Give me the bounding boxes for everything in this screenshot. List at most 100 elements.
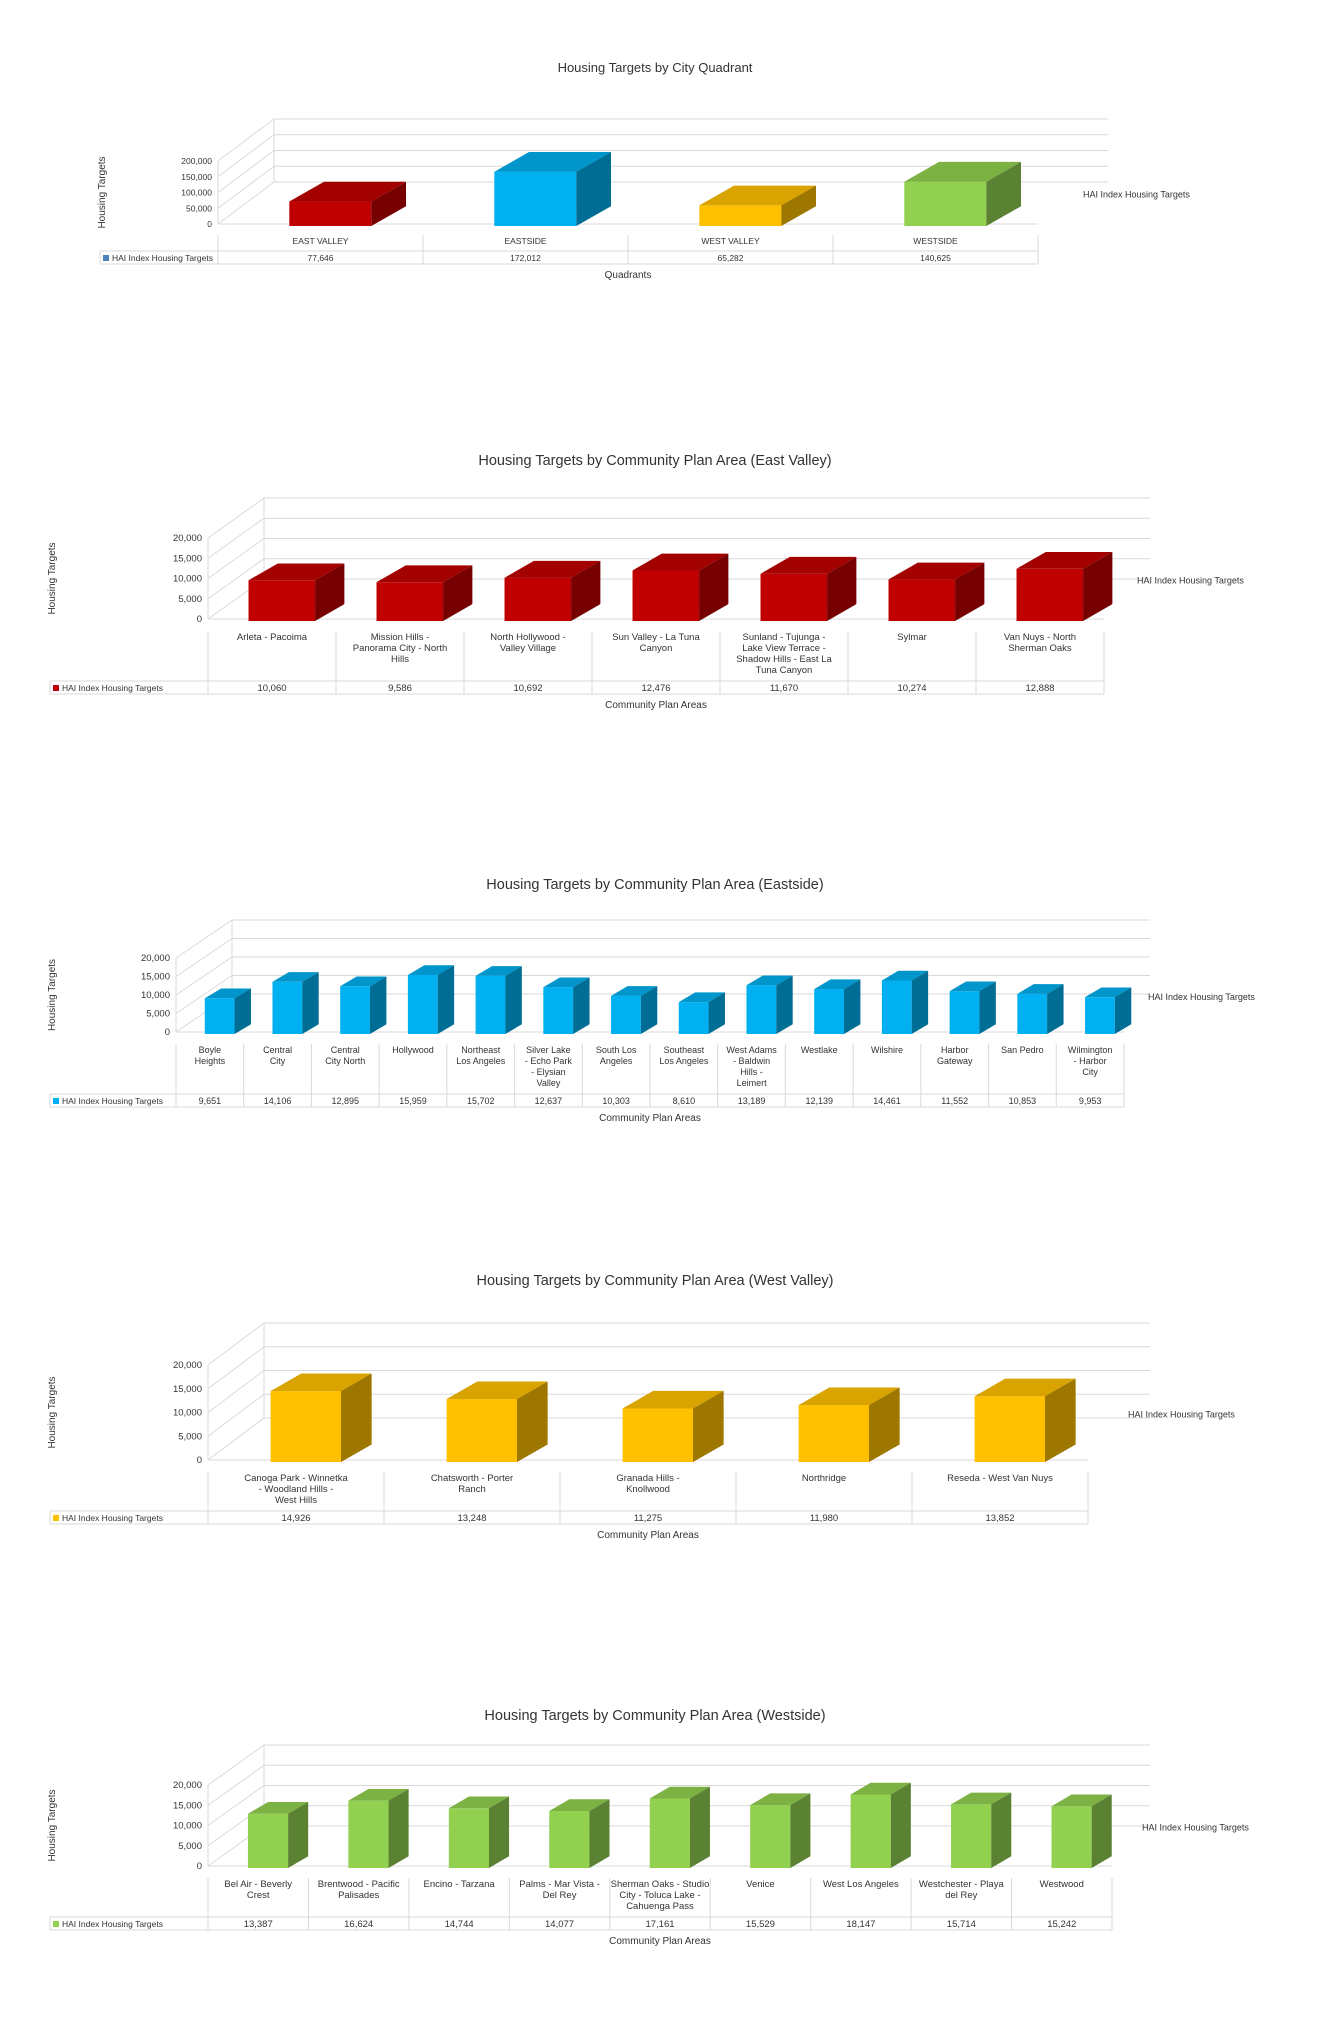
chart-title: Housing Targets by Community Plan Area (… bbox=[484, 1708, 825, 1724]
y-tick-label: 5,000 bbox=[178, 1841, 202, 1852]
bar-front bbox=[448, 1808, 489, 1868]
x-tick-label: Bel Air - Beverly bbox=[224, 1879, 292, 1890]
data-label: 11,552 bbox=[941, 1096, 968, 1106]
bar-11 bbox=[881, 970, 929, 1034]
bar-top bbox=[504, 560, 601, 578]
bar-side bbox=[302, 972, 319, 1034]
data-label: 15,714 bbox=[947, 1919, 976, 1930]
bar-front bbox=[814, 989, 844, 1034]
x-tick-label: City bbox=[270, 1056, 286, 1066]
data-label: 11,670 bbox=[770, 683, 798, 694]
bar-top bbox=[746, 975, 793, 986]
table-series-name: HAI Index Housing Targets bbox=[62, 1513, 163, 1523]
bar-10 bbox=[814, 979, 861, 1034]
bar-front bbox=[949, 991, 980, 1034]
legend-entry: HAI Index Housing Targets bbox=[1128, 1410, 1235, 1420]
x-tick-label: del Rey bbox=[945, 1890, 977, 1901]
y-tick-label: 0 bbox=[197, 1455, 202, 1466]
x-tick-label: Brentwood - Pacific bbox=[318, 1879, 400, 1890]
bar-top bbox=[949, 981, 996, 992]
x-tick-label: Harbor bbox=[941, 1045, 969, 1055]
bar-top bbox=[340, 976, 387, 987]
y-tick-label: 10,000 bbox=[141, 990, 170, 1001]
data-label: 15,529 bbox=[746, 1919, 775, 1930]
bar-top bbox=[289, 181, 406, 202]
x-tick-label: Sun Valley - La Tuna bbox=[612, 632, 700, 643]
data-label: 9,953 bbox=[1079, 1096, 1102, 1106]
x-tick-label: Wilmington bbox=[1068, 1045, 1113, 1055]
bar-side bbox=[571, 560, 601, 621]
bar-side bbox=[955, 562, 985, 621]
x-tick-label: Valley Village bbox=[500, 643, 556, 654]
y-tick-label: 20,000 bbox=[173, 533, 202, 544]
bar-front bbox=[850, 1794, 891, 1868]
bar-6 bbox=[750, 1793, 811, 1868]
bar-side bbox=[1114, 987, 1132, 1034]
x-tick-label: West Adams bbox=[726, 1045, 777, 1055]
side-gridline bbox=[207, 1764, 265, 1806]
bar-top bbox=[1085, 987, 1132, 998]
data-label: 14,461 bbox=[873, 1096, 901, 1106]
bar-4 bbox=[798, 1387, 900, 1462]
bar-front bbox=[750, 1805, 791, 1868]
bar-5 bbox=[475, 966, 522, 1034]
legend-swatch bbox=[53, 1921, 59, 1927]
y-tick-label: 0 bbox=[197, 1861, 202, 1872]
table-series-name: HAI Index Housing Targets bbox=[62, 683, 163, 693]
data-label: 77,646 bbox=[308, 253, 334, 263]
bar-front bbox=[746, 985, 777, 1034]
bar-side bbox=[1083, 551, 1113, 621]
x-tick-label: - Elysian bbox=[531, 1067, 566, 1077]
bar-top bbox=[888, 562, 985, 580]
x-tick-label: West Hills bbox=[275, 1495, 317, 1506]
bar-top bbox=[1051, 1794, 1112, 1807]
bar-top bbox=[814, 979, 861, 990]
data-label: 14,077 bbox=[545, 1919, 574, 1930]
x-tick-label: Central bbox=[331, 1045, 360, 1055]
bar-side bbox=[489, 1796, 510, 1868]
side-gridline bbox=[207, 497, 265, 539]
bar-4 bbox=[632, 553, 729, 621]
table-series-name: HAI Index Housing Targets bbox=[62, 1096, 163, 1106]
bar-top bbox=[881, 970, 929, 981]
bar-front bbox=[504, 577, 572, 621]
data-label: 10,692 bbox=[513, 683, 542, 694]
bar-front bbox=[289, 201, 372, 226]
y-axis-label: Housing Targets bbox=[47, 1789, 58, 1861]
bar-side bbox=[341, 1373, 372, 1462]
x-tick-label: Hollywood bbox=[392, 1045, 434, 1055]
bar-front bbox=[951, 1804, 992, 1868]
legend-entry: HAI Index Housing Targets bbox=[1142, 1823, 1249, 1833]
x-tick-label: WESTSIDE bbox=[913, 236, 958, 246]
legend-swatch bbox=[53, 685, 59, 691]
bar-5 bbox=[649, 1786, 710, 1868]
x-tick-label: Sherman Oaks - Studio bbox=[611, 1879, 710, 1890]
bar-top bbox=[270, 1373, 372, 1392]
bar-top bbox=[494, 152, 611, 172]
bar-4 bbox=[904, 161, 1021, 226]
data-label: 10,303 bbox=[602, 1096, 630, 1106]
side-gridline bbox=[207, 1785, 265, 1826]
bar-front bbox=[798, 1405, 869, 1462]
bar-front bbox=[549, 1810, 590, 1868]
y-tick-label: 200,000 bbox=[181, 156, 212, 166]
x-tick-label: - Harbor bbox=[1074, 1056, 1107, 1066]
x-tick-label: Shadow Hills - East La bbox=[736, 654, 832, 665]
bar-7 bbox=[611, 986, 658, 1034]
bar-front bbox=[611, 995, 641, 1034]
bar-top bbox=[247, 1802, 309, 1814]
bar-3 bbox=[699, 185, 816, 226]
data-label: 65,282 bbox=[718, 253, 744, 263]
bar-top bbox=[974, 1378, 1076, 1397]
x-tick-label: Westchester - Playa bbox=[919, 1879, 1005, 1890]
x-tick-label: Leimert bbox=[737, 1078, 768, 1088]
side-gridline bbox=[217, 165, 275, 209]
bar-top bbox=[611, 986, 658, 996]
y-tick-label: 20,000 bbox=[173, 1780, 202, 1791]
chart-1: Housing Targets by City Quadrant 0 50,000 1… bbox=[97, 60, 1190, 281]
bar-side bbox=[869, 1387, 900, 1462]
x-tick-label: North Hollywood - bbox=[490, 632, 566, 643]
x-tick-label: Chatsworth - Porter bbox=[431, 1473, 513, 1484]
side-gridline bbox=[217, 150, 275, 193]
